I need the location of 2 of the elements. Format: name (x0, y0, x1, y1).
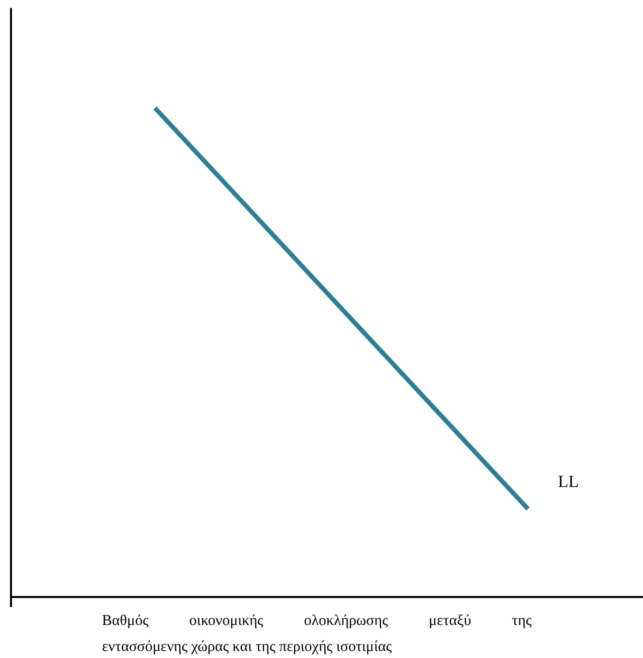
x-axis-title: Βαθμός οικονομικής ολοκλήρωσης μεταξύ της εντασσόμενης χώρας και της περιοχής ισοτιμίας (102, 613, 532, 655)
text: LL (558, 472, 579, 491)
